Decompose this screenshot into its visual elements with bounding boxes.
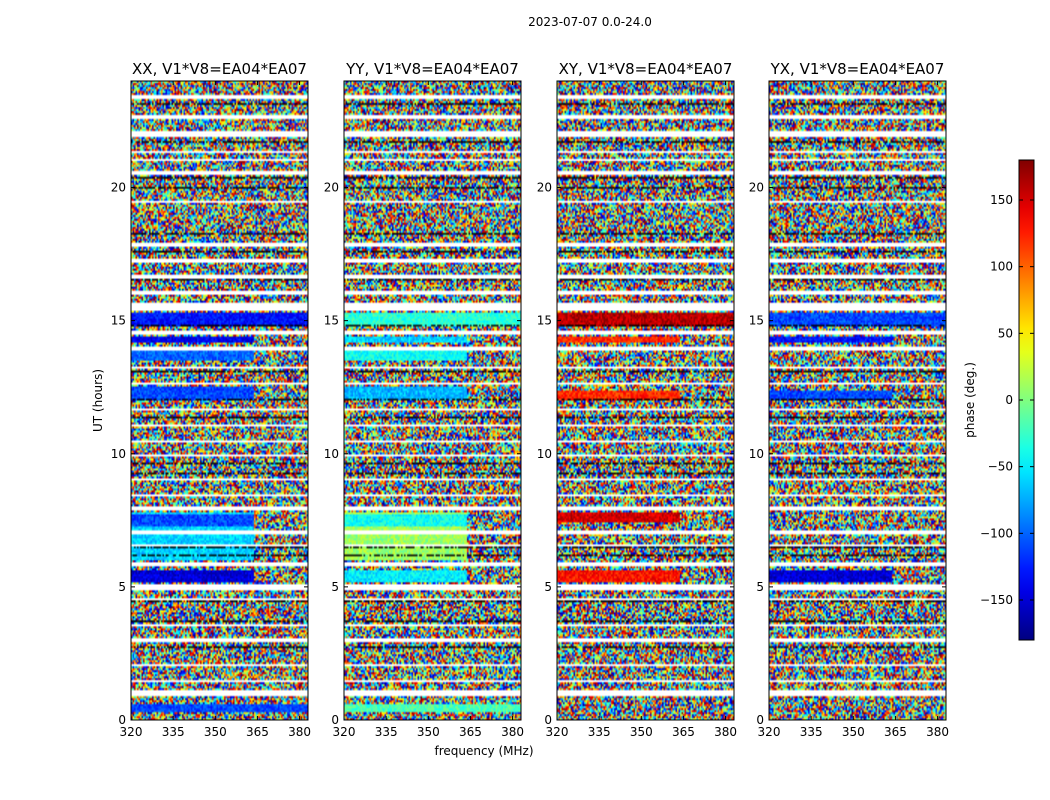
y-tick-label: 0 xyxy=(756,713,764,727)
x-tick-label: 350 xyxy=(630,725,653,739)
panel-frame xyxy=(556,80,735,721)
heatmap-image xyxy=(769,81,946,720)
x-tick-label: 335 xyxy=(162,725,185,739)
x-tick-label: 335 xyxy=(588,725,611,739)
y-tick-label: 20 xyxy=(749,181,764,195)
y-tick-label: 0 xyxy=(331,713,339,727)
panel-1: XX, V1*V8=EA04*EA07 320 335 350 365 380 0 5 10 15… xyxy=(91,60,311,739)
panel-frame xyxy=(130,80,309,721)
x-tick-label: 365 xyxy=(672,725,695,739)
heatmap-image xyxy=(344,81,521,720)
y-tick-label: 0 xyxy=(118,713,126,727)
y-tick-label: 20 xyxy=(111,181,126,195)
y-tick-label: 5 xyxy=(544,580,552,594)
colorbar-label: phase (deg.) xyxy=(963,362,977,438)
x-tick-label: 350 xyxy=(204,725,227,739)
colorbar-tick-label: 100 xyxy=(990,260,1013,274)
x-tick-label: 380 xyxy=(288,725,311,739)
x-tick-label: 335 xyxy=(375,725,398,739)
panel-title: XY, V1*V8=EA04*EA07 xyxy=(559,60,733,78)
y-tick-label: 5 xyxy=(756,580,764,594)
y-tick-label: 10 xyxy=(111,447,126,461)
heatmap-image xyxy=(557,81,734,720)
panel-frame xyxy=(343,80,522,721)
y-tick-label: 5 xyxy=(331,580,339,594)
panel-title: YY, V1*V8=EA04*EA07 xyxy=(345,60,519,78)
x-tick-label: 350 xyxy=(417,725,440,739)
x-tick-label: 350 xyxy=(842,725,865,739)
x-tick-label: 365 xyxy=(884,725,907,739)
y-tick-label: 20 xyxy=(537,181,552,195)
colorbar-tick-label: 50 xyxy=(998,326,1013,340)
y-tick-label: 15 xyxy=(324,314,339,328)
colorbar: phase (deg.) 150 100 50 0 −50 −100 −150 xyxy=(963,159,1035,641)
panel-frame xyxy=(768,80,947,721)
y-tick-label: 15 xyxy=(537,314,552,328)
x-tick-label: 320 xyxy=(758,725,781,739)
panel-3: XY, V1*V8=EA04*EA07 320 335 350 365 380 0 5 10 15… xyxy=(537,60,737,739)
x-tick-label: 365 xyxy=(246,725,269,739)
y-tick-label: 15 xyxy=(111,314,126,328)
y-tick-label: 10 xyxy=(324,447,339,461)
x-axis-label: frequency (MHz) xyxy=(434,744,533,758)
x-tick-label: 380 xyxy=(926,725,949,739)
x-tick-label: 365 xyxy=(459,725,482,739)
colorbar-tick-label: −50 xyxy=(988,460,1013,474)
figure-title: 2023-07-07 0.0-24.0 xyxy=(528,15,652,29)
y-tick-label: 15 xyxy=(749,314,764,328)
y-tick-label: 10 xyxy=(537,447,552,461)
panel-title: XX, V1*V8=EA04*EA07 xyxy=(132,60,307,78)
x-tick-label: 320 xyxy=(120,725,143,739)
x-tick-label: 335 xyxy=(800,725,823,739)
panel-4: YX, V1*V8=EA04*EA07 320 335 350 365 380 0 5 10 15… xyxy=(749,60,949,739)
x-tick-label: 320 xyxy=(333,725,356,739)
y-tick-label: 5 xyxy=(118,580,126,594)
x-tick-label: 320 xyxy=(546,725,569,739)
colorbar-tick-label: 150 xyxy=(990,193,1013,207)
x-tick-label: 380 xyxy=(501,725,524,739)
panel-title: YX, V1*V8=EA04*EA07 xyxy=(770,60,945,78)
heatmap-image xyxy=(131,81,308,720)
y-tick-label: 10 xyxy=(749,447,764,461)
y-tick-label: 0 xyxy=(544,713,552,727)
colorbar-tick-label: −150 xyxy=(980,593,1013,607)
y-axis-label: UT (hours) xyxy=(91,369,105,432)
colorbar-tick-label: 0 xyxy=(1005,393,1013,407)
panels: XX, V1*V8=EA04*EA07 320 335 350 365 380 0 5 10 15… xyxy=(91,60,949,758)
panel-2: YY, V1*V8=EA04*EA07 320 335 350 365 380 0 5 10 15… xyxy=(324,60,534,758)
y-tick-label: 20 xyxy=(324,181,339,195)
colorbar-tick-label: −100 xyxy=(980,526,1013,540)
x-tick-label: 380 xyxy=(714,725,737,739)
